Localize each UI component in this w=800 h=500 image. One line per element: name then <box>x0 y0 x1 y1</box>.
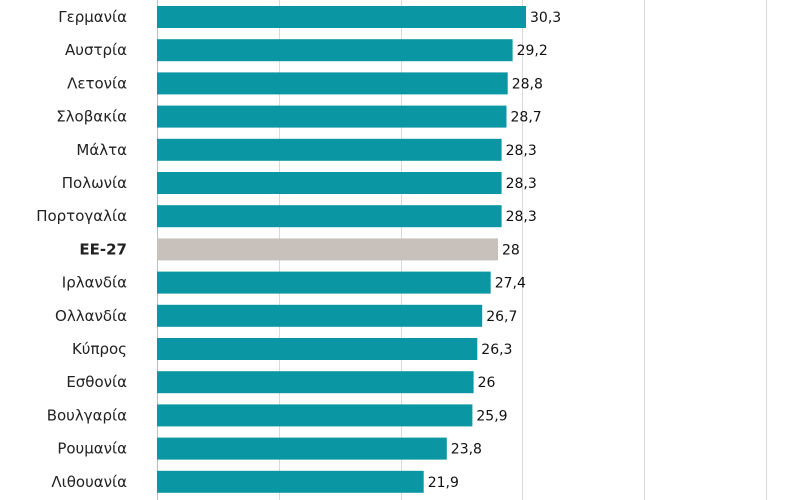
value-label-5: 28,3 <box>506 176 537 192</box>
value-label-6: 28,3 <box>506 209 537 225</box>
category-label-9: Ολλανδία <box>55 307 127 325</box>
value-label-1: 29,2 <box>517 43 548 59</box>
bar-0 <box>157 6 526 28</box>
category-label-8: Ιρλανδία <box>62 274 127 292</box>
bar-12 <box>157 404 473 427</box>
category-label-6: Πορτογαλία <box>36 207 127 225</box>
category-label-12: Βουλγαρία <box>47 406 127 424</box>
bar-4 <box>157 138 502 161</box>
category-label-3: Σλοβακία <box>56 108 127 126</box>
value-label-9: 26,7 <box>486 309 517 325</box>
category-label-7: ΕΕ-27 <box>79 240 127 258</box>
bar-10 <box>157 338 478 360</box>
value-label-4: 28,3 <box>506 143 537 159</box>
bar-2 <box>157 72 508 95</box>
value-label-3: 28,7 <box>511 110 542 126</box>
value-label-0: 30,3 <box>530 10 561 26</box>
bar-5 <box>157 172 502 194</box>
bar-14 <box>157 470 424 493</box>
bar-6 <box>157 205 502 228</box>
value-label-12: 25,9 <box>476 408 507 424</box>
bars <box>157 6 526 493</box>
value-label-11: 26 <box>478 375 496 391</box>
bar-3 <box>157 105 507 128</box>
category-labels: Γερμανία Αυστρία Λετονία Σλοβακία Μάλτα Πολων… <box>36 8 127 491</box>
category-label-2: Λετονία <box>67 74 127 92</box>
value-label-14: 21,9 <box>428 475 459 491</box>
category-label-5: Πολωνία <box>62 174 127 192</box>
value-label-13: 23,8 <box>451 442 482 458</box>
category-label-10: Κύπρος <box>72 340 127 358</box>
category-label-0: Γερμανία <box>58 8 127 26</box>
bar-11 <box>157 371 474 394</box>
bar-7 <box>157 238 498 261</box>
value-label-2: 28,8 <box>512 76 543 92</box>
category-label-4: Μάλτα <box>76 141 127 159</box>
bar-13 <box>157 437 447 460</box>
bar-8 <box>157 271 491 294</box>
value-labels: 30,3 29,2 28,8 28,7 28,3 28,3 28,3 28 27,4 26,7 26… <box>428 10 561 491</box>
category-label-1: Αυστρία <box>65 41 127 59</box>
value-label-8: 27,4 <box>495 276 526 292</box>
bar-1 <box>157 39 513 62</box>
value-label-7: 28 <box>502 242 520 258</box>
category-label-11: Εσθονία <box>66 373 127 391</box>
bar-9 <box>157 304 483 327</box>
category-label-13: Ρουμανία <box>57 440 127 458</box>
category-label-14: Λιθουανία <box>51 473 127 491</box>
value-label-10: 26,3 <box>481 342 512 358</box>
